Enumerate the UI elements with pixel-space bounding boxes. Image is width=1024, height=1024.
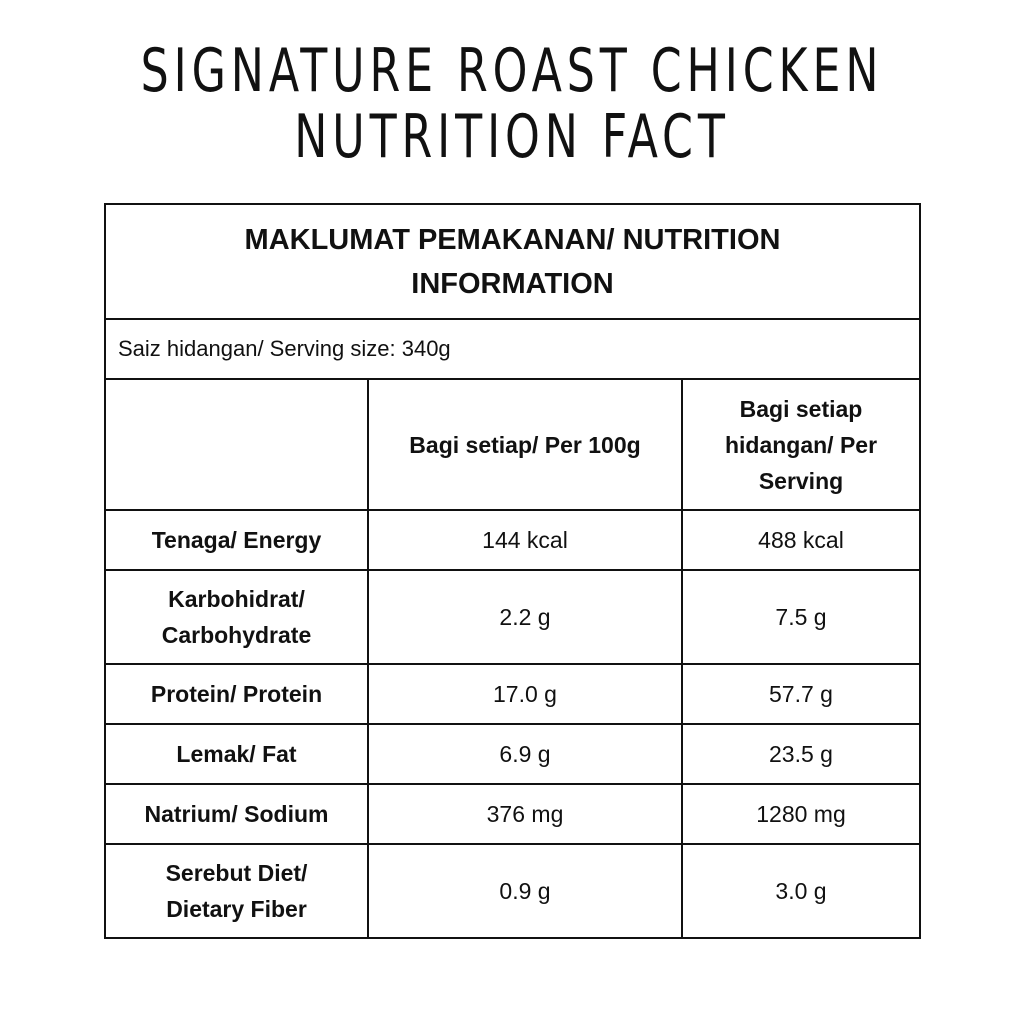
row-label: Lemak/ Fat <box>104 723 369 785</box>
per100-value: 376 mg <box>367 783 683 845</box>
table-row: Tenaga/ Energy 144 kcal 488 kcal <box>104 509 921 571</box>
title-line-2: NUTRITION FACT <box>294 102 730 172</box>
table-row: Protein/ Protein 17.0 g 57.7 g <box>104 663 921 725</box>
serving-size: Saiz hidangan/ Serving size: 340g <box>104 318 921 380</box>
per100-value: 144 kcal <box>367 509 683 571</box>
serving-value: 1280 mg <box>681 783 921 845</box>
per100-value: 17.0 g <box>367 663 683 725</box>
per100-value: 6.9 g <box>367 723 683 785</box>
empty-header-cell <box>104 378 369 511</box>
per100-value: 2.2 g <box>367 569 683 665</box>
per100-value: 0.9 g <box>367 843 683 939</box>
row-label: Natrium/ Sodium <box>104 783 369 845</box>
serving-value: 23.5 g <box>681 723 921 785</box>
table-row: Karbohidrat/ Carbohydrate 2.2 g 7.5 g <box>104 569 921 665</box>
serving-value: 3.0 g <box>681 843 921 939</box>
row-label: Serebut Diet/ Dietary Fiber <box>104 843 369 939</box>
serving-value: 7.5 g <box>681 569 921 665</box>
serving-value: 57.7 g <box>681 663 921 725</box>
col-serving-header: Bagi setiap hidangan/ Per Serving <box>681 378 921 511</box>
title-line-1: SIGNATURE ROAST CHICKEN <box>140 36 884 106</box>
nutrition-table: MAKLUMAT PEMAKANAN/ NUTRITION INFORMATIO… <box>104 203 921 939</box>
row-label: Karbohidrat/ Carbohydrate <box>104 569 369 665</box>
serving-value: 488 kcal <box>681 509 921 571</box>
row-label: Tenaga/ Energy <box>104 509 369 571</box>
page-title: SIGNATURE ROAST CHICKEN NUTRITION FACT <box>92 38 932 170</box>
table-row: Lemak/ Fat 6.9 g 23.5 g <box>104 723 921 785</box>
col-per100-header: Bagi setiap/ Per 100g <box>367 378 683 511</box>
row-label: Protein/ Protein <box>104 663 369 725</box>
table-row: Serebut Diet/ Dietary Fiber 0.9 g 3.0 g <box>104 843 921 939</box>
table-row: Natrium/ Sodium 376 mg 1280 mg <box>104 783 921 845</box>
table-heading: MAKLUMAT PEMAKANAN/ NUTRITION INFORMATIO… <box>104 203 921 320</box>
